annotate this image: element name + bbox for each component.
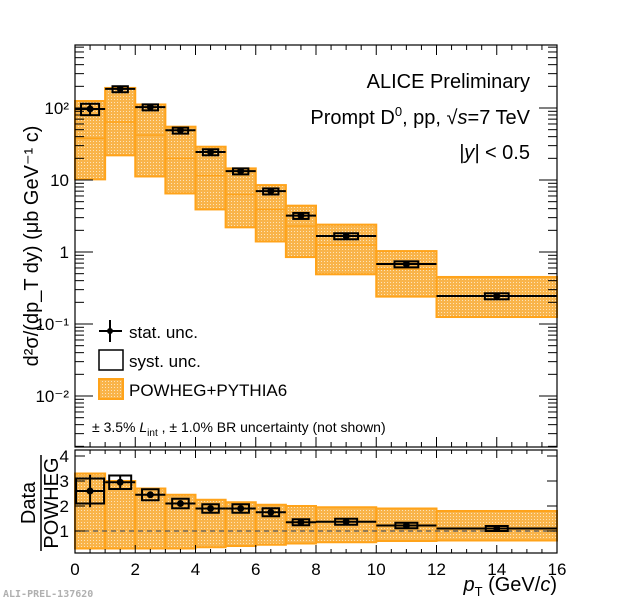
data-point: [237, 167, 245, 175]
data-points-top: [75, 85, 557, 301]
powheg-band: [224, 167, 257, 229]
ratio-point: [342, 518, 350, 526]
top-frame: 10⁻² 10⁻¹ 1 10 10²: [35, 44, 558, 448]
y-tick-label-bottom: 1: [60, 522, 69, 541]
legend-powheg-label: POWHEG+PYTHIA6: [129, 381, 287, 400]
data-point: [146, 103, 154, 111]
data-syst-box: [80, 102, 101, 117]
legend-stat-label: stat. unc.: [129, 323, 198, 342]
rapidity-label: |y| < 0.5: [459, 142, 530, 164]
powheg-bands-top: [74, 86, 558, 319]
data-point: [116, 85, 124, 93]
y-tick-label-top: 1: [60, 243, 69, 262]
ratio-point: [116, 478, 124, 486]
data-point: [297, 212, 305, 220]
lumi-sub: int: [147, 428, 158, 439]
powheg-band: [134, 103, 167, 178]
ratio-point: [297, 518, 305, 526]
y-tick-label-top: 10⁻²: [35, 387, 69, 406]
y-axis-title-text: d²σ/(dp_T dy) (μb GeV⁻¹ c): [21, 126, 43, 367]
s-symbol: s: [458, 107, 468, 129]
ratio-point: [237, 505, 245, 512]
y-tick-label-bottom: 4: [60, 447, 69, 466]
powheg-bands-ratio: [74, 472, 558, 550]
ratio-syst-box: [231, 503, 250, 514]
x-tick-label: 0: [70, 560, 79, 579]
data-point: [493, 292, 501, 300]
x-title-close: ): [550, 574, 557, 596]
x-title-unit: (GeV/: [483, 574, 541, 596]
y-axis-title-top: d²σ/(dp_T dy) (μb GeV⁻¹ c): [21, 126, 43, 367]
x-title-T: T: [475, 584, 483, 599]
legend-powheg-marker: [98, 378, 124, 400]
powheg-band: [315, 223, 378, 276]
ratio-syst-box: [141, 488, 160, 502]
y-axis-title-ratio: Data POWHEG: [18, 455, 63, 551]
y-tick-label-bottom: 2: [60, 497, 69, 516]
ratio-point: [402, 522, 410, 529]
prompt-text: Prompt D: [310, 107, 394, 129]
y-tick-label-top: 10²: [44, 99, 69, 118]
ratio-syst-box: [261, 507, 281, 518]
ratio-syst-box: [75, 477, 106, 505]
data-point: [342, 232, 350, 240]
data-point: [207, 148, 215, 156]
ratio-point: [267, 508, 275, 516]
x-title-p: p: [462, 574, 474, 596]
ratio-point: [207, 505, 215, 512]
y-tick-label-top: 10⁻¹: [35, 315, 69, 334]
ratio-numerator: Data: [18, 481, 40, 524]
system-label: Prompt D0, pp, √s=7 TeV: [310, 104, 530, 129]
powheg-band: [375, 250, 438, 298]
lumi-note: ± 3.5% Lint , ± 1.0% BR uncertainty (not…: [92, 419, 386, 439]
x-tick-label: 14: [487, 560, 506, 579]
legend-syst-marker: [98, 349, 124, 371]
lumi-suffix: , ± 1.0% BR uncertainty (not shown): [158, 419, 386, 435]
data-point: [267, 187, 275, 195]
energy-text: =7 TeV: [468, 107, 531, 129]
powheg-band: [164, 125, 197, 195]
data-point: [402, 260, 410, 268]
ratio-syst-box: [171, 497, 190, 510]
lumi-L: L: [139, 419, 147, 435]
powheg-ratio-band: [104, 480, 137, 550]
x-tick-label: 10: [367, 560, 386, 579]
ratio-syst-box: [108, 474, 133, 490]
x-axis-title: pT (GeV/c): [462, 574, 557, 599]
data-points-ratio: [75, 474, 557, 532]
ratio-syst-box: [201, 503, 220, 514]
data-point: [176, 126, 184, 134]
alice-label: ALICE Preliminary: [367, 71, 530, 93]
legend-syst-label: syst. unc.: [129, 352, 201, 371]
ratio-denominator: POWHEG: [41, 457, 63, 548]
pp-text: , pp,: [402, 107, 446, 129]
data-point: [86, 105, 94, 113]
x-tick-label: 6: [251, 560, 260, 579]
legend: stat. unc. syst. unc. POWHEG+PYTHIA6: [98, 320, 287, 400]
ratio-point: [176, 500, 184, 507]
y-abs: |y|: [459, 142, 479, 164]
legend-stat-marker: [99, 320, 122, 342]
d0-sup: 0: [395, 104, 402, 119]
x-tick-label: 4: [191, 560, 200, 579]
sqrt-symbol: √: [447, 107, 458, 129]
x-tick-label: 12: [427, 560, 446, 579]
ratio-point: [86, 487, 94, 495]
lumi-prefix: ± 3.5%: [92, 419, 139, 435]
watermark: ALI-PREL-137620: [3, 589, 93, 600]
y-tick-label-top: 10: [50, 171, 69, 190]
x-tick-label: 16: [548, 560, 567, 579]
ratio-point: [493, 525, 501, 532]
ratio-point: [146, 491, 154, 499]
y-tick-label-bottom: 3: [60, 472, 69, 491]
x-tick-label: 2: [131, 560, 140, 579]
y-cut: < 0.5: [479, 142, 530, 164]
x-tick-label: 8: [311, 560, 320, 579]
x-title-c: c: [540, 574, 550, 596]
